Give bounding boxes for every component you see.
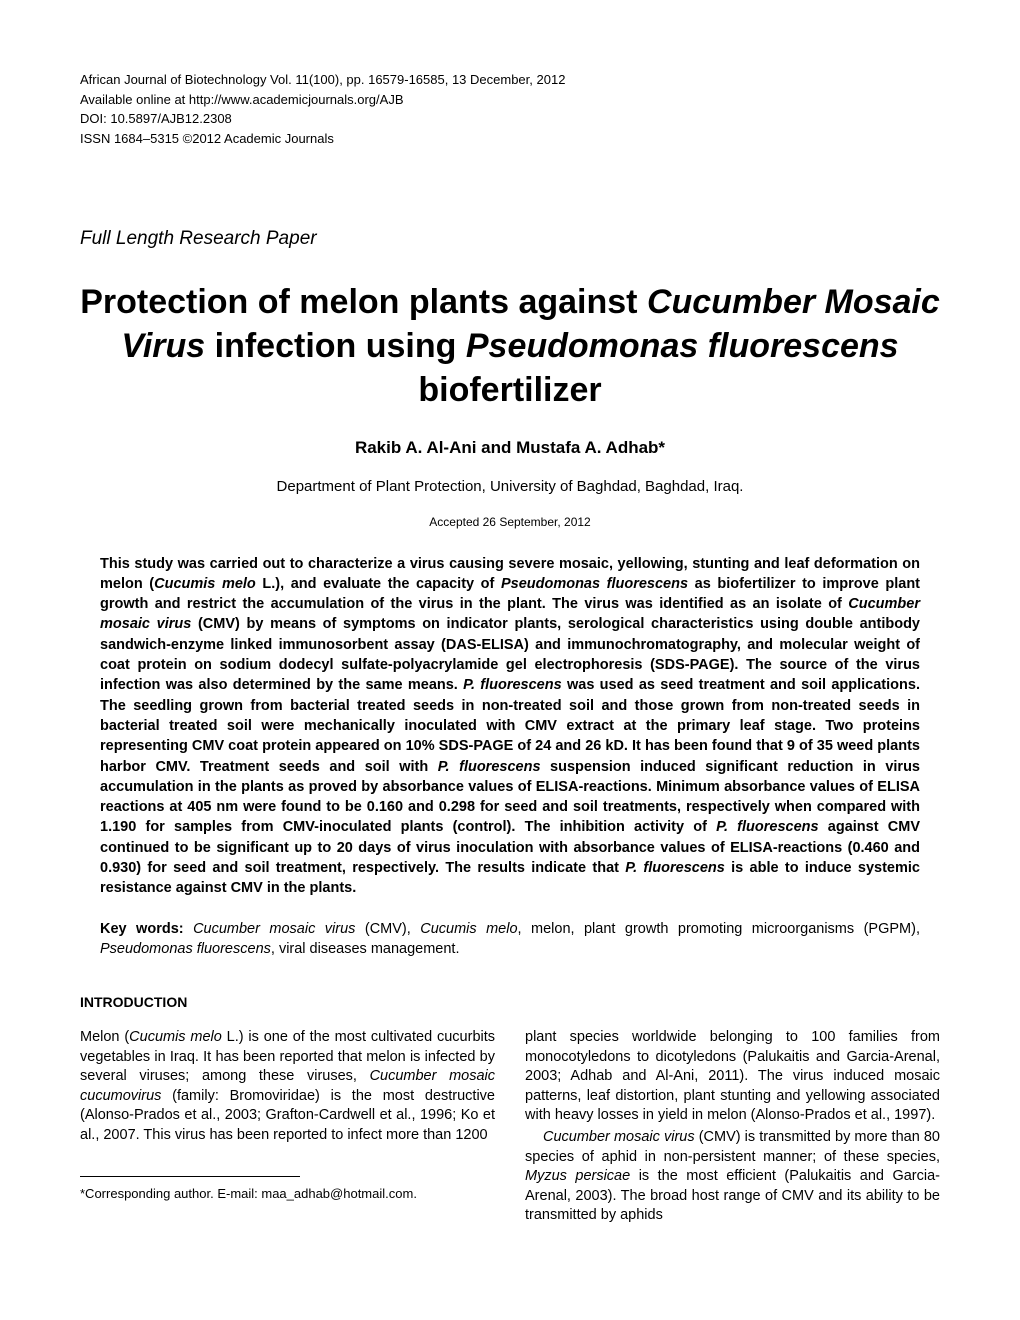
keywords-label: Key words: xyxy=(100,921,184,937)
accepted-date: Accepted 26 September, 2012 xyxy=(80,515,940,529)
header-line-2: Available online at http://www.academicj… xyxy=(80,90,940,110)
abstract-italic-7: P. fluorescens xyxy=(625,860,725,876)
footnote-separator xyxy=(80,1176,300,1177)
affiliation: Department of Plant Protection, Universi… xyxy=(80,478,940,495)
abstract-text-2: L.), and evaluate the capacity of xyxy=(256,576,501,592)
keywords-text-1: (CMV), xyxy=(355,921,420,937)
abstract-italic-5: P. fluorescens xyxy=(438,759,541,775)
title-part-1: Protection of melon plants against xyxy=(80,283,647,321)
authors: Rakib A. Al-Ani and Mustafa A. Adhab* xyxy=(80,438,940,458)
title-part-3: biofertilizer xyxy=(418,371,601,409)
intro-paragraph-1: Melon (Cucumis melo L.) is one of the mo… xyxy=(80,1028,495,1145)
intro-italic-1: Cucumis melo xyxy=(129,1029,222,1045)
paper-title: Protection of melon plants against Cucum… xyxy=(80,280,940,413)
keywords-italic-2: Cucumis melo xyxy=(420,921,517,937)
title-part-2: infection using xyxy=(205,327,466,365)
abstract-italic-2: Pseudomonas fluorescens xyxy=(501,576,688,592)
keywords-text-2: , melon, plant growth promoting microorg… xyxy=(518,921,920,937)
header-line-4: ISSN 1684–5315 ©2012 Academic Journals xyxy=(80,129,940,149)
abstract-italic-4: P. fluorescens xyxy=(463,677,562,693)
intro-text-1: Melon ( xyxy=(80,1029,129,1045)
abstract-italic-6: P. fluorescens xyxy=(716,819,818,835)
title-italic-2: Pseudomonas fluorescens xyxy=(466,327,899,365)
intro-p3-italic-1: Cucumber mosaic virus xyxy=(543,1129,695,1145)
paper-type: Full Length Research Paper xyxy=(80,228,940,250)
abstract-italic-1: Cucumis melo xyxy=(154,576,256,592)
keywords-italic-3: Pseudomonas fluorescens xyxy=(100,941,271,957)
intro-columns: Melon (Cucumis melo L.) is one of the mo… xyxy=(80,1028,940,1226)
header-line-1: African Journal of Biotechnology Vol. 11… xyxy=(80,70,940,90)
keywords-italic-1: Cucumber mosaic virus xyxy=(193,921,355,937)
intro-paragraph-2: plant species worldwide belonging to 100… xyxy=(525,1028,940,1126)
introduction-heading: INTRODUCTION xyxy=(80,994,940,1010)
intro-p3-italic-2: Myzus persicae xyxy=(525,1168,630,1184)
intro-paragraph-3: Cucumber mosaic virus (CMV) is transmitt… xyxy=(525,1128,940,1226)
header-line-3: DOI: 10.5897/AJB12.2308 xyxy=(80,109,940,129)
keywords-text-3: , viral diseases management. xyxy=(271,941,460,957)
keywords: Key words: Cucumber mosaic virus (CMV), … xyxy=(100,919,920,960)
corresponding-footnote: *Corresponding author. E-mail: maa_adhab… xyxy=(80,1185,495,1203)
journal-header: African Journal of Biotechnology Vol. 11… xyxy=(80,70,940,148)
column-left: Melon (Cucumis melo L.) is one of the mo… xyxy=(80,1028,495,1226)
abstract: This study was carried out to characteri… xyxy=(100,554,920,899)
column-right: plant species worldwide belonging to 100… xyxy=(525,1028,940,1226)
